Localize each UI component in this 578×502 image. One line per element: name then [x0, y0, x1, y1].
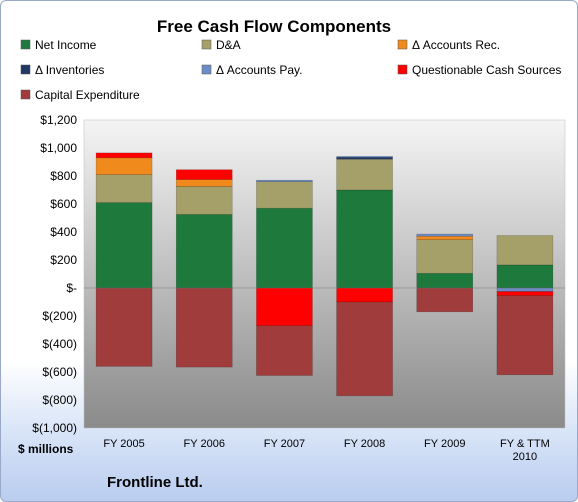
legend-swatch: [201, 64, 212, 75]
bar-stack: [95, 152, 153, 367]
bar-segment: [175, 186, 233, 215]
x-axis: FY 2005 FY 2006 FY 2007 FY 2008 FY 2009 FY & …: [103, 438, 549, 463]
bar-stack: [496, 235, 554, 376]
y-tick-label: $600: [50, 197, 77, 211]
bar-segment: [496, 235, 554, 266]
y-tick-label: $(200): [42, 309, 77, 323]
bar-segment: [336, 301, 393, 397]
bar-segment: [496, 295, 554, 376]
bar-segment: [496, 264, 554, 289]
y-tick-label: $200: [50, 253, 77, 267]
y-axis: $1,200 $1,000 $800 $600 $400 $200 $- $(200) $(40…: [32, 113, 77, 435]
legend-label: Net Income: [35, 38, 97, 52]
legend-label: Capital Expenditure: [35, 88, 140, 102]
bar-segment: [95, 202, 153, 289]
bar-segment: [416, 239, 474, 274]
legend-item: Net Income: [20, 38, 97, 52]
y-tick-label: $-: [66, 281, 77, 295]
legend-item: Δ Accounts Pay.: [201, 63, 303, 77]
bar-segment: [256, 287, 313, 327]
bar-segment: [95, 287, 153, 367]
x-tick-label: FY 2009: [424, 438, 465, 450]
bar-segment: [175, 169, 233, 180]
bar-segment: [416, 233, 474, 237]
bar-segment: [175, 179, 233, 187]
x-tick-label: FY 2006: [184, 438, 225, 450]
bar-stack: [256, 179, 313, 376]
bar-segment: [336, 287, 393, 303]
chart-title: Free Cash Flow Components: [157, 17, 391, 36]
legend-item: Capital Expenditure: [20, 88, 140, 102]
plot-area: [83, 119, 566, 429]
legend-item: D&A: [201, 38, 241, 52]
legend-swatch: [397, 39, 408, 50]
bar-segment: [95, 174, 153, 203]
bar-segment: [336, 189, 393, 289]
bar-segment: [336, 158, 393, 191]
bar-segment: [336, 156, 393, 158]
legend-label: Δ Inventories: [35, 63, 104, 77]
bar-segment: [175, 214, 233, 289]
legend-label: Δ Accounts Rec.: [412, 38, 500, 52]
y-tick-label: $1,200: [40, 113, 77, 127]
y-tick-label: $800: [50, 169, 77, 183]
bar-segment: [416, 235, 474, 240]
legend-item: Questionable Cash Sources: [397, 63, 561, 77]
x-tick-label: FY & TTM 2010: [500, 438, 550, 463]
y-tick-label: $(400): [42, 337, 77, 351]
bar-stack: [336, 156, 393, 397]
y-tick-label: $(600): [42, 365, 77, 379]
x-tick-label: FY 2005: [103, 438, 144, 450]
x-tick-label: FY 2007: [264, 438, 305, 450]
bar-segment: [175, 287, 233, 368]
legend: Net Income D&A Δ Accounts Rec. Δ Inventorie…: [20, 38, 561, 102]
y-tick-label: $1,000: [40, 141, 77, 155]
bar-stack: [175, 169, 233, 368]
legend-swatch: [20, 89, 31, 100]
y-tick-label: $(800): [42, 393, 77, 407]
legend-swatch: [20, 64, 31, 75]
bar-stack: [416, 233, 474, 313]
bar-segment: [496, 291, 554, 296]
bar-segment: [416, 272, 474, 289]
legend-label: Questionable Cash Sources: [412, 63, 561, 77]
y-tick-label: $400: [50, 225, 77, 239]
bar-segment: [416, 287, 474, 313]
y-axis-label: $ millions: [18, 442, 74, 456]
bar-segment: [256, 179, 313, 182]
legend-item: Δ Accounts Rec.: [397, 38, 500, 52]
legend-label: D&A: [216, 38, 241, 52]
legend-swatch: [20, 39, 31, 50]
x-tick-label: FY 2008: [344, 438, 385, 450]
bar-segment: [95, 152, 153, 159]
legend-item: Δ Inventories: [20, 63, 104, 77]
legend-swatch: [201, 39, 212, 50]
bar-segment: [95, 157, 153, 175]
legend-label: Δ Accounts Pay.: [216, 63, 303, 77]
bar-segment: [256, 207, 313, 289]
bar-segment: [496, 287, 554, 292]
y-tick-label: $(1,000): [32, 421, 77, 435]
company-name: Frontline Ltd.: [107, 474, 203, 491]
legend-swatch: [397, 64, 408, 75]
bar-segment: [256, 181, 313, 209]
bar-segment: [256, 325, 313, 376]
bars: [84, 152, 565, 397]
